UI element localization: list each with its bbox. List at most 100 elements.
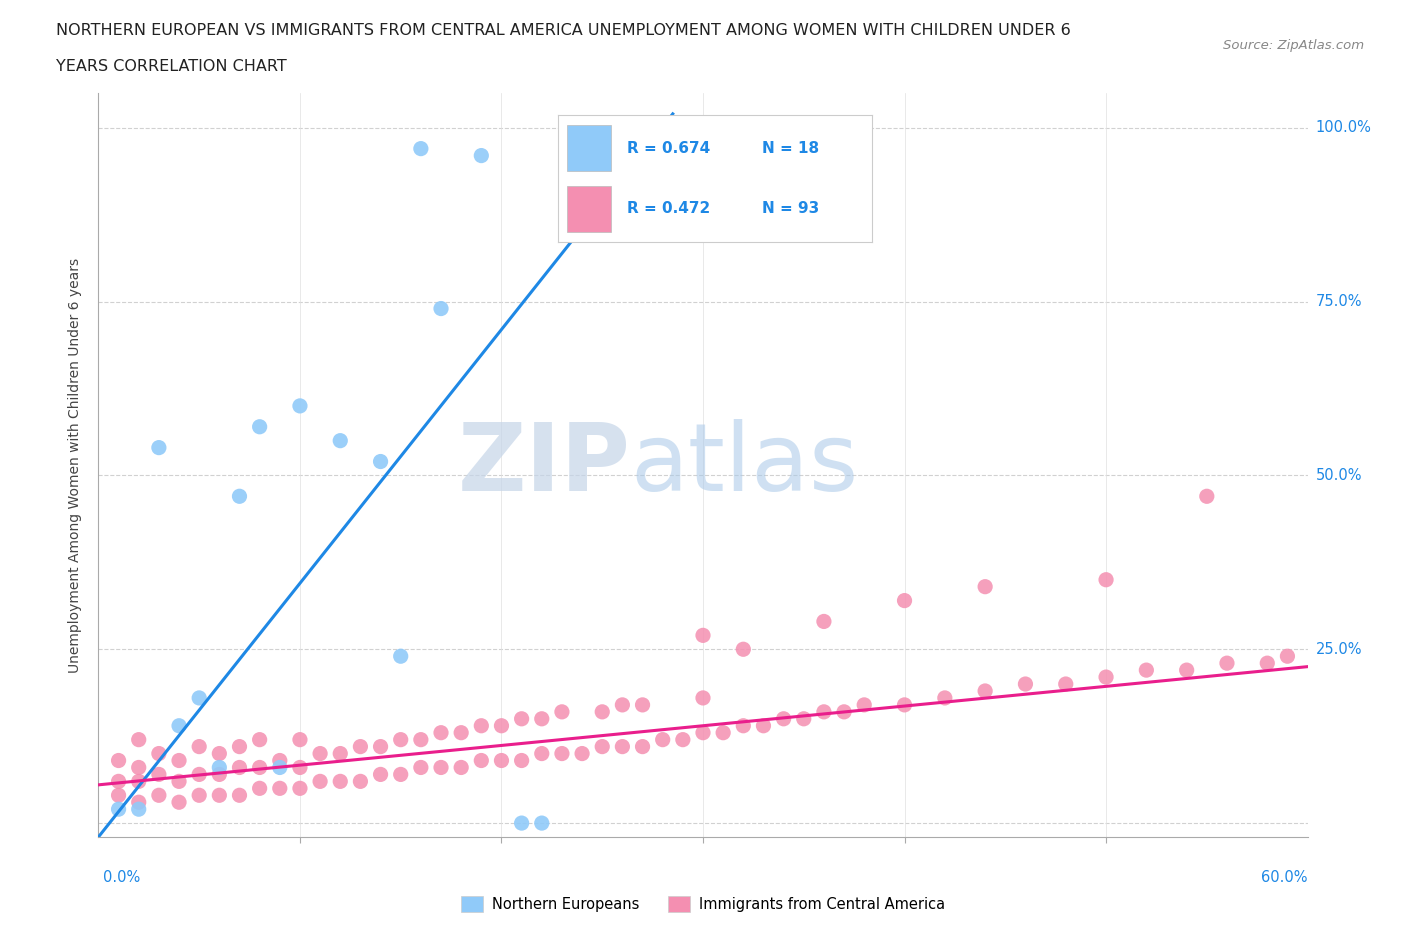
Point — [107, 802, 129, 817]
Point — [813, 704, 835, 719]
Text: YEARS CORRELATION CHART: YEARS CORRELATION CHART — [56, 59, 287, 73]
Point — [612, 739, 634, 754]
Legend: Northern Europeans, Immigrants from Central America: Northern Europeans, Immigrants from Cent… — [456, 891, 950, 918]
Point — [692, 628, 714, 643]
Point — [208, 760, 231, 775]
Point — [551, 704, 574, 719]
Point — [309, 774, 332, 789]
Point — [167, 753, 190, 768]
Point — [269, 760, 291, 775]
Point — [631, 739, 654, 754]
Point — [1095, 670, 1118, 684]
Point — [370, 767, 392, 782]
Point — [1054, 677, 1077, 692]
Point — [269, 753, 291, 768]
Point — [893, 698, 915, 712]
Point — [510, 711, 533, 726]
Point — [389, 767, 412, 782]
Point — [772, 711, 794, 726]
Point — [329, 433, 352, 448]
Point — [974, 684, 997, 698]
Point — [530, 711, 553, 726]
Point — [813, 614, 835, 629]
Point — [370, 739, 392, 754]
Point — [430, 760, 453, 775]
Point — [309, 746, 332, 761]
Point — [510, 753, 533, 768]
Point — [752, 718, 775, 733]
Point — [470, 753, 492, 768]
Point — [853, 698, 876, 712]
Point — [329, 774, 352, 789]
Point — [228, 788, 250, 803]
Point — [349, 774, 371, 789]
Point — [107, 753, 129, 768]
Point — [832, 704, 855, 719]
Point — [934, 690, 956, 705]
Point — [148, 440, 170, 455]
Point — [128, 774, 150, 789]
Point — [551, 746, 574, 761]
Point — [1014, 677, 1036, 692]
Point — [530, 746, 553, 761]
Point — [1277, 649, 1299, 664]
Point — [430, 725, 453, 740]
Point — [148, 788, 170, 803]
Point — [228, 489, 250, 504]
Point — [793, 711, 815, 726]
Text: 100.0%: 100.0% — [1316, 120, 1372, 135]
Point — [188, 767, 211, 782]
Point — [107, 788, 129, 803]
Y-axis label: Unemployment Among Women with Children Under 6 years: Unemployment Among Women with Children U… — [69, 258, 83, 672]
Point — [430, 301, 453, 316]
Point — [591, 739, 613, 754]
Point — [370, 454, 392, 469]
Point — [249, 732, 271, 747]
Point — [208, 746, 231, 761]
Point — [612, 698, 634, 712]
Point — [571, 746, 593, 761]
Point — [651, 732, 673, 747]
Point — [692, 725, 714, 740]
Point — [167, 774, 190, 789]
Point — [329, 746, 352, 761]
Text: Source: ZipAtlas.com: Source: ZipAtlas.com — [1223, 39, 1364, 52]
Text: 0.0%: 0.0% — [103, 870, 139, 884]
Text: atlas: atlas — [630, 419, 859, 511]
Point — [974, 579, 997, 594]
Text: 50.0%: 50.0% — [1316, 468, 1362, 483]
Point — [228, 760, 250, 775]
Point — [249, 781, 271, 796]
Point — [288, 760, 311, 775]
Point — [1175, 663, 1198, 678]
Point — [148, 767, 170, 782]
Point — [148, 746, 170, 761]
Text: NORTHERN EUROPEAN VS IMMIGRANTS FROM CENTRAL AMERICA UNEMPLOYMENT AMONG WOMEN WI: NORTHERN EUROPEAN VS IMMIGRANTS FROM CEN… — [56, 23, 1071, 38]
Text: 25.0%: 25.0% — [1316, 642, 1362, 657]
Point — [128, 802, 150, 817]
Point — [672, 732, 695, 747]
Point — [389, 732, 412, 747]
Point — [128, 732, 150, 747]
Point — [1135, 663, 1157, 678]
Point — [389, 649, 412, 664]
Point — [128, 795, 150, 810]
Point — [711, 725, 734, 740]
Point — [733, 718, 755, 733]
Point — [228, 739, 250, 754]
Point — [349, 739, 371, 754]
Point — [288, 398, 311, 413]
Point — [733, 642, 755, 657]
Point — [591, 704, 613, 719]
Point — [188, 788, 211, 803]
Point — [167, 718, 190, 733]
Text: 75.0%: 75.0% — [1316, 294, 1362, 309]
Point — [1216, 656, 1239, 671]
Point — [288, 732, 311, 747]
Point — [1095, 572, 1118, 587]
Point — [510, 816, 533, 830]
Point — [128, 760, 150, 775]
Point — [1256, 656, 1278, 671]
Point — [491, 753, 513, 768]
Point — [249, 760, 271, 775]
